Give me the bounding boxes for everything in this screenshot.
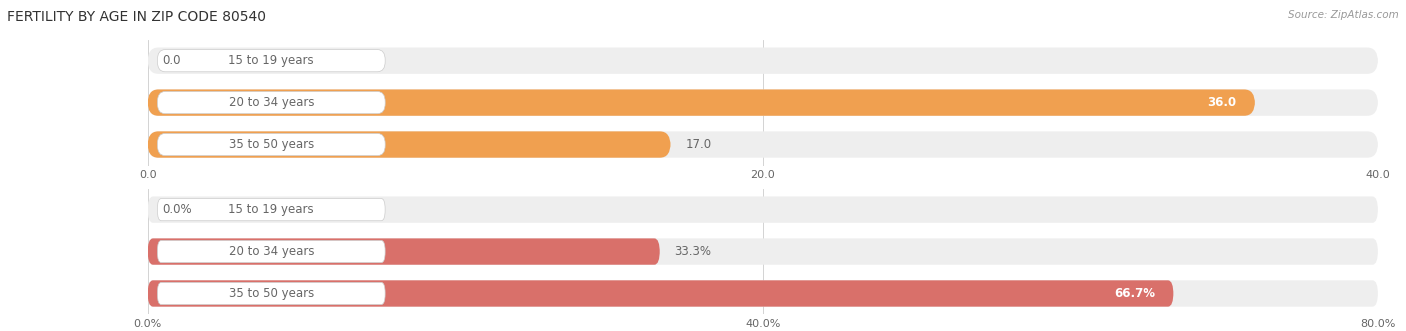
FancyBboxPatch shape: [148, 131, 671, 158]
FancyBboxPatch shape: [157, 50, 385, 72]
Text: FERTILITY BY AGE IN ZIP CODE 80540: FERTILITY BY AGE IN ZIP CODE 80540: [7, 10, 266, 24]
FancyBboxPatch shape: [157, 133, 385, 156]
FancyBboxPatch shape: [148, 238, 659, 265]
FancyBboxPatch shape: [148, 280, 1378, 307]
Text: 20 to 34 years: 20 to 34 years: [229, 96, 314, 109]
Text: 15 to 19 years: 15 to 19 years: [228, 203, 314, 216]
FancyBboxPatch shape: [157, 92, 385, 114]
FancyBboxPatch shape: [157, 282, 385, 305]
FancyBboxPatch shape: [148, 238, 1378, 265]
FancyBboxPatch shape: [148, 48, 1378, 74]
FancyBboxPatch shape: [148, 131, 1378, 158]
Text: 0.0: 0.0: [163, 54, 181, 67]
Text: 20 to 34 years: 20 to 34 years: [229, 245, 314, 258]
Text: 36.0: 36.0: [1208, 96, 1236, 109]
Text: 0.0%: 0.0%: [163, 203, 193, 216]
Text: 17.0: 17.0: [685, 138, 711, 151]
FancyBboxPatch shape: [148, 280, 1174, 307]
FancyBboxPatch shape: [148, 89, 1378, 116]
Text: 33.3%: 33.3%: [675, 245, 711, 258]
Text: 35 to 50 years: 35 to 50 years: [229, 138, 314, 151]
FancyBboxPatch shape: [148, 197, 1378, 223]
FancyBboxPatch shape: [157, 241, 385, 262]
Text: 35 to 50 years: 35 to 50 years: [229, 287, 314, 300]
Text: Source: ZipAtlas.com: Source: ZipAtlas.com: [1288, 10, 1399, 20]
Text: 66.7%: 66.7%: [1114, 287, 1154, 300]
FancyBboxPatch shape: [148, 89, 1256, 116]
FancyBboxPatch shape: [157, 199, 385, 221]
Text: 15 to 19 years: 15 to 19 years: [228, 54, 314, 67]
